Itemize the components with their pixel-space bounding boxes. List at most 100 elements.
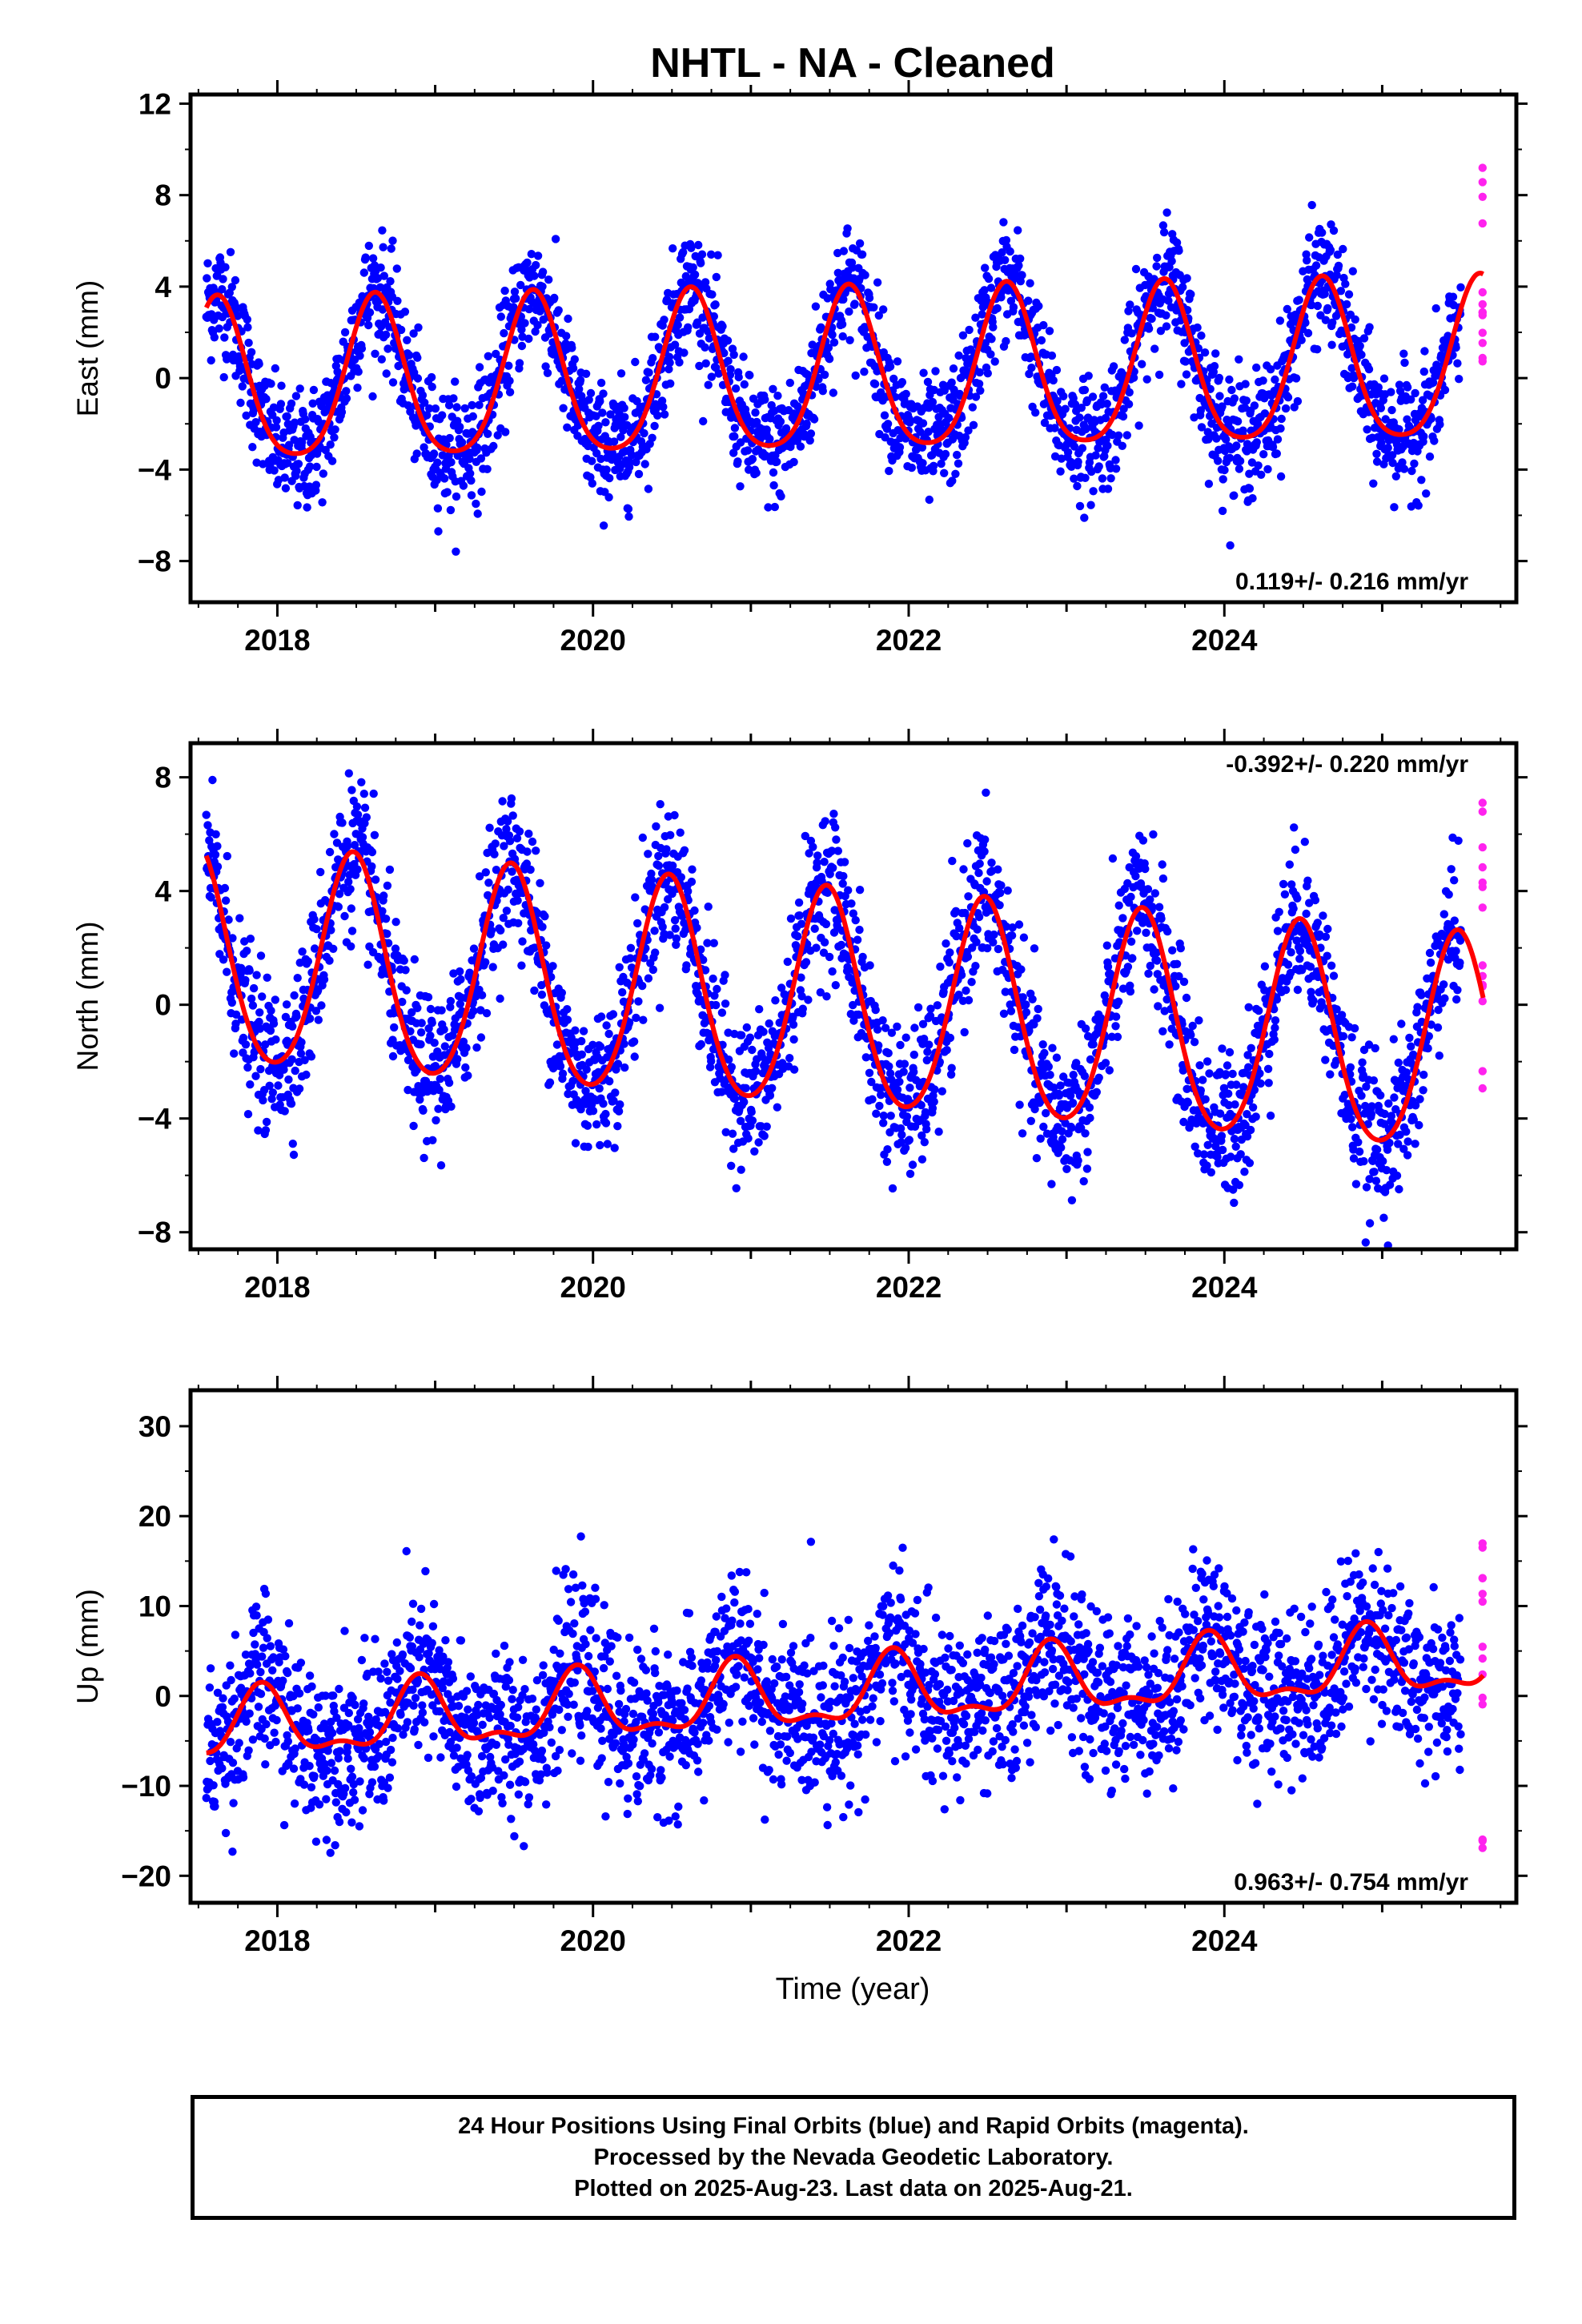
east-final-point	[599, 521, 608, 530]
north-final-point	[1018, 993, 1027, 1002]
east-rapid-point	[1478, 300, 1488, 309]
east-final-point	[327, 456, 337, 465]
east-final-point	[538, 267, 548, 276]
east-final-point	[1431, 304, 1440, 313]
north-final-point	[948, 856, 957, 866]
east-final-point	[604, 493, 613, 502]
north-final-point	[748, 1045, 757, 1055]
north-final-point	[434, 1104, 443, 1113]
east-final-point	[431, 404, 440, 413]
east-final-point	[465, 454, 474, 464]
east-final-point	[1435, 420, 1444, 429]
north-final-point	[789, 1020, 798, 1029]
north-final-point	[1057, 1143, 1066, 1152]
north-final-point	[220, 883, 230, 893]
east-final-point	[1075, 501, 1085, 511]
north-final-point	[231, 1019, 240, 1028]
east-final-point	[986, 283, 996, 292]
east-final-point	[785, 378, 794, 388]
east-final-point	[1283, 393, 1293, 402]
east-final-point	[850, 300, 859, 308]
north-final-point	[1250, 1085, 1259, 1095]
east-final-point	[445, 433, 454, 443]
east-final-point	[1101, 413, 1110, 423]
east-final-point	[806, 429, 816, 438]
east-final-point	[1341, 279, 1350, 288]
east-final-point	[1233, 417, 1243, 426]
east-final-point	[1006, 296, 1016, 305]
east-final-point	[769, 468, 778, 477]
north-final-point	[1131, 852, 1141, 861]
north-final-point	[330, 830, 339, 838]
north-final-point	[982, 877, 991, 886]
north-final-point	[1143, 885, 1153, 894]
east-final-point	[449, 394, 458, 403]
north-final-point	[710, 991, 719, 1000]
north-final-point	[699, 955, 708, 964]
east-final-point	[543, 368, 552, 377]
east-final-point	[1239, 426, 1247, 435]
north-final-point	[363, 960, 372, 969]
north-final-point	[487, 926, 496, 935]
north-final-point	[508, 811, 517, 820]
east-final-point	[510, 287, 520, 296]
north-final-point	[913, 1003, 923, 1012]
north-final-point	[837, 940, 846, 950]
north-final-point	[954, 991, 963, 999]
east-final-point	[624, 505, 633, 513]
east-final-point	[400, 308, 410, 316]
north-final-point	[823, 888, 832, 898]
north-final-point	[500, 842, 508, 850]
north-final-point	[620, 1039, 628, 1048]
east-final-point	[1395, 387, 1405, 396]
north-final-point	[634, 997, 643, 1006]
east-final-point	[365, 308, 375, 317]
north-final-point	[687, 877, 697, 887]
north-final-point	[592, 1120, 601, 1129]
east-final-point	[1225, 453, 1235, 462]
north-final-point	[638, 981, 647, 991]
north-final-point	[482, 1009, 492, 1018]
east-final-point	[472, 443, 482, 452]
north-final-point	[865, 1068, 874, 1078]
north-final-point	[1080, 1072, 1090, 1080]
east-final-point	[1268, 443, 1278, 452]
east-final-point	[418, 391, 428, 400]
north-final-point	[881, 1023, 890, 1032]
north-final-point	[1022, 1000, 1030, 1009]
north-final-point	[631, 893, 640, 902]
north-final-point	[245, 966, 254, 975]
north-final-point	[456, 967, 464, 976]
north-final-point	[664, 895, 673, 904]
north-final-point	[1131, 871, 1140, 881]
east-final-point	[874, 311, 884, 320]
north-final-point	[436, 1161, 446, 1170]
north-final-point	[639, 1015, 648, 1024]
east-final-point	[1259, 450, 1268, 459]
north-final-point	[917, 1131, 926, 1140]
north-final-point	[989, 938, 998, 947]
east-final-point	[483, 464, 492, 473]
east-final-point	[1419, 432, 1428, 441]
north-final-point	[241, 1040, 251, 1049]
north-final-point	[981, 835, 990, 844]
east-final-point	[1070, 400, 1080, 409]
north-final-point	[274, 1081, 283, 1090]
north-final-point	[825, 952, 834, 962]
east-final-point	[425, 404, 434, 413]
north-final-point	[563, 1015, 572, 1024]
north-final-point	[378, 907, 387, 916]
north-final-point	[400, 956, 408, 965]
east-final-point	[386, 277, 395, 286]
north-final-point	[512, 834, 522, 843]
north-final-point	[1205, 1069, 1214, 1078]
east-final-point	[948, 476, 957, 485]
east-final-point	[1016, 254, 1025, 263]
north-final-point	[651, 948, 660, 957]
north-final-point	[577, 1036, 586, 1046]
east-final-point	[1347, 323, 1356, 332]
east-final-point	[277, 381, 286, 390]
north-final-point	[609, 1096, 618, 1105]
north-final-point	[1218, 1145, 1227, 1155]
east-final-point	[1372, 457, 1382, 466]
